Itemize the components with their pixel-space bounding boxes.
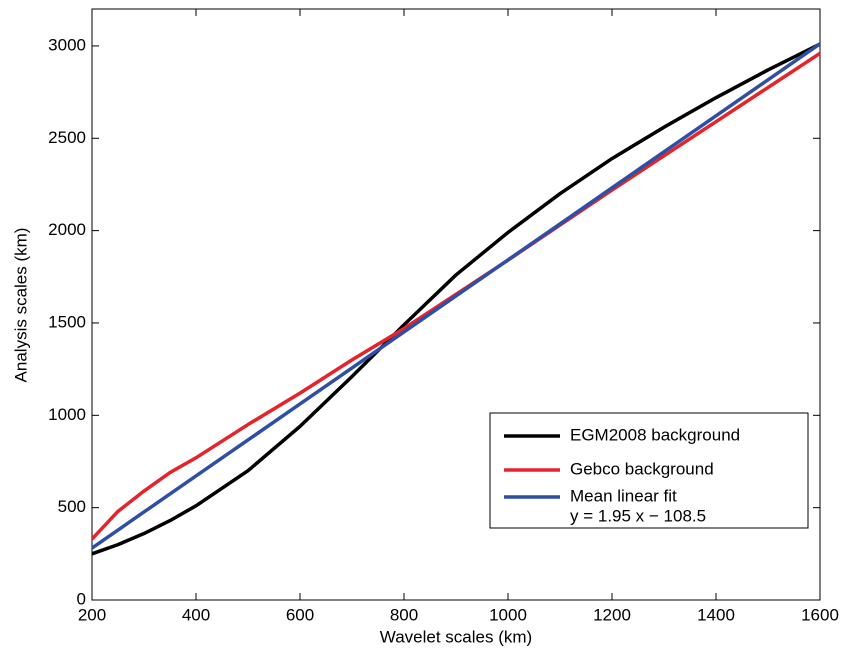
y-tick-label: 2000 [48, 220, 86, 239]
y-tick-label: 2500 [48, 128, 86, 147]
x-tick-label: 800 [390, 605, 418, 624]
y-tick-label: 0 [77, 589, 86, 608]
x-tick-label: 600 [286, 605, 314, 624]
legend-label: Gebco background [570, 459, 714, 478]
y-tick-label: 3000 [48, 35, 86, 54]
x-tick-label: 1600 [801, 605, 839, 624]
x-tick-label: 1200 [593, 605, 631, 624]
legend-label: EGM2008 background [570, 425, 740, 444]
y-tick-label: 1000 [48, 405, 86, 424]
legend-label: Mean linear fit [570, 486, 677, 505]
x-tick-label: 200 [78, 605, 106, 624]
y-tick-label: 1500 [48, 312, 86, 331]
x-tick-label: 1000 [489, 605, 527, 624]
legend-annotation: y = 1.95 x − 108.5 [570, 506, 706, 525]
x-tick-label: 400 [182, 605, 210, 624]
data-line [91, 42, 821, 556]
x-axis-label: Wavelet scales (km) [380, 627, 532, 646]
y-axis-label: Analysis scales (km) [11, 228, 30, 383]
data-line [90, 51, 821, 541]
y-tick-label: 500 [58, 497, 86, 516]
x-tick-label: 1400 [697, 605, 735, 624]
data-line [91, 42, 821, 550]
